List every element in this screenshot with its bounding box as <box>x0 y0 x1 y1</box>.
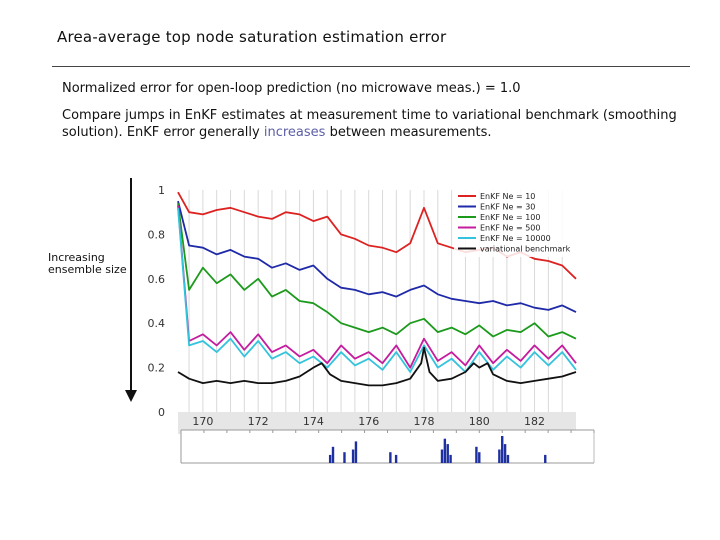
series-line-6 <box>177 346 577 387</box>
series-line-4 <box>177 205 577 369</box>
y-tick-label: 1 <box>158 184 165 197</box>
note-compare-jumps: Compare jumps in EnKF estimates at measu… <box>62 107 692 141</box>
x-tick-label: 172 <box>248 415 269 428</box>
bottom-panel-bar <box>328 454 332 463</box>
bottom-panel <box>180 429 595 464</box>
legend-box <box>454 190 572 257</box>
legend-label: EnKF Ne = 500 <box>480 224 540 233</box>
note-highlight: increases <box>263 125 326 140</box>
bottom-panel-bar <box>544 454 547 463</box>
x-tick-label: 176 <box>358 415 379 428</box>
legend-label: EnKF Ne = 10000 <box>480 234 551 243</box>
slide-title: Area-average top node saturation estimat… <box>57 28 447 46</box>
bottom-panel-bar <box>506 454 510 463</box>
ensemble-arrow-head <box>125 390 137 402</box>
series-line-3 <box>177 203 577 340</box>
y-tick-label: 0.6 <box>148 273 166 286</box>
title-divider <box>52 66 690 67</box>
y-tick-label: 0.8 <box>148 228 166 241</box>
note-text-a: Compare jumps in EnKF estimates at measu… <box>62 108 677 140</box>
bottom-panel-bar <box>331 446 335 463</box>
bottom-panel-bar <box>503 444 507 463</box>
x-tick-label: 174 <box>303 415 324 428</box>
bottom-panel-area <box>181 430 594 463</box>
bottom-panel-bar <box>354 441 358 463</box>
x-axis-band <box>178 412 576 434</box>
x-tick-label: 170 <box>192 415 213 428</box>
legend-label: EnKF Ne = 30 <box>480 203 535 212</box>
bottom-panel-bar <box>351 449 355 463</box>
x-tick-label: 178 <box>413 415 434 428</box>
bottom-panel-bar <box>498 449 501 463</box>
y-tick-label: 0 <box>158 406 165 419</box>
x-tick-label: 182 <box>524 415 545 428</box>
series-line-5 <box>177 207 577 373</box>
note-text-b: between measurements. <box>325 125 492 140</box>
increasing-ensemble-label: Increasing ensemble size <box>48 251 127 276</box>
legend-label: EnKF Ne = 100 <box>480 213 540 222</box>
bottom-panel-bar <box>501 436 504 463</box>
bottom-panel-bar <box>389 452 392 463</box>
legend-label: variational benchmark <box>480 245 571 254</box>
bottom-panel-bar <box>446 444 449 463</box>
bottom-panel-bar <box>443 438 447 463</box>
note-normalized-error: Normalized error for open-loop predictio… <box>62 81 521 96</box>
y-tick-label: 0.2 <box>148 362 166 375</box>
bottom-panel-bar <box>440 449 444 463</box>
y-tick-label: 0.4 <box>148 317 166 330</box>
bottom-panel-bar <box>394 454 398 463</box>
series-line-2 <box>177 200 577 313</box>
bottom-panel-bar <box>343 452 346 463</box>
bottom-panel-bar <box>475 446 478 463</box>
x-tick-label: 180 <box>469 415 490 428</box>
bottom-panel-bar <box>449 454 452 463</box>
bottom-panel-bar <box>478 452 481 463</box>
legend-label: EnKF Ne = 10 <box>480 192 535 201</box>
